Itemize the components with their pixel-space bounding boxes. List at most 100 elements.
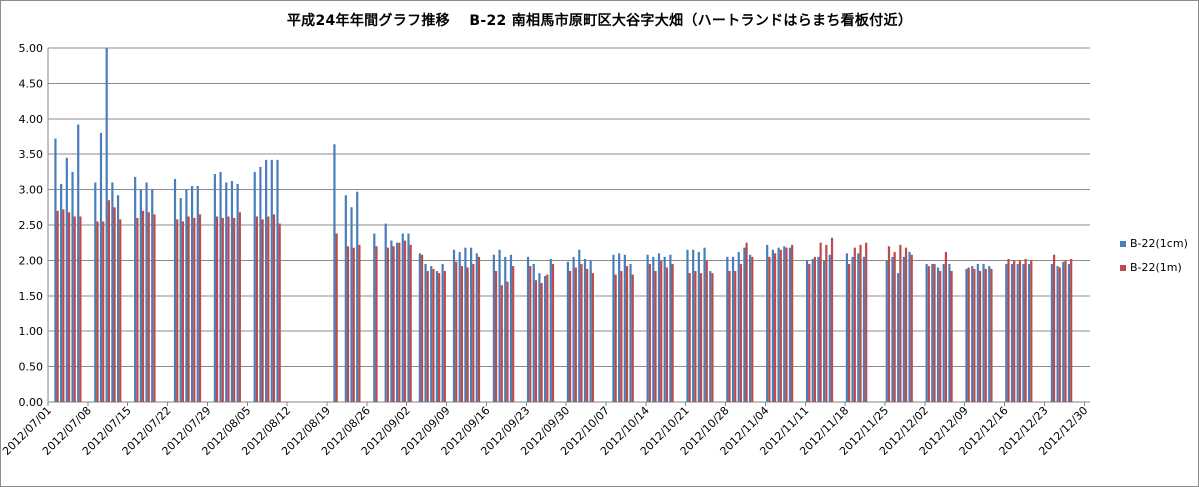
bar-b22-1m (973, 268, 976, 402)
bar-b22-1m (899, 244, 902, 402)
bar-b22-1cm (225, 182, 228, 402)
bar-b22-1cm (976, 263, 979, 402)
bar-b22-1cm (908, 251, 911, 402)
bar-b22-1m (358, 244, 361, 402)
bar-b22-1m (1024, 258, 1027, 402)
bar-b22-1cm (726, 256, 729, 402)
bar-b22-1cm (179, 198, 182, 402)
bar-b22-1m (625, 266, 629, 402)
bar-b22-1cm (731, 256, 735, 402)
y-tick-label: 1.50 (19, 290, 44, 303)
bar-b22-1m (848, 263, 851, 402)
bar-b22-1m (141, 210, 145, 402)
bar-b22-1m (950, 271, 953, 402)
bar-b22-1cm (236, 183, 239, 402)
bar-b22-1cm (566, 261, 569, 402)
bar-b22-1m (107, 200, 110, 402)
bar-b22-1m (830, 237, 834, 402)
bar-b22-1m (944, 251, 948, 402)
bar-b22-1m (181, 221, 185, 402)
bar-b22-1m (500, 285, 503, 402)
bar-b22-1cm (1056, 266, 1059, 402)
bar-b22-1m (813, 256, 817, 402)
bar-b22-1cm (384, 223, 387, 402)
bar-b22-1cm (669, 254, 672, 402)
bar-b22-1m (119, 219, 122, 402)
bar-b22-1cm (902, 256, 905, 402)
bar-b22-1m (1064, 260, 1067, 402)
bar-b22-1m (386, 247, 389, 402)
y-tick-label: 2.00 (19, 254, 44, 267)
bar-b22-1cm (988, 266, 991, 402)
bar-b22-1cm (845, 253, 849, 402)
bar-b22-1cm (652, 256, 655, 402)
bar-b22-1cm (692, 249, 695, 402)
bar-b22-1m (620, 271, 623, 402)
bar-b22-1m (113, 207, 116, 402)
bar-b22-1cm (464, 247, 467, 402)
bar-b22-1m (791, 244, 794, 402)
bar-b22-1m (153, 214, 156, 402)
bar-b22-1m (1018, 260, 1022, 402)
bar-b22-1cm (965, 268, 968, 402)
bar-b22-1m (261, 219, 264, 402)
bar-b22-1m (466, 267, 469, 402)
bar-b22-1cm (749, 254, 752, 402)
bar-b22-1m (1058, 267, 1061, 402)
bar-b22-1m (984, 268, 987, 402)
bar-b22-1m (438, 273, 441, 402)
bar-b22-1m (631, 274, 634, 402)
bar-b22-1cm (458, 251, 461, 402)
y-tick-label: 0.50 (19, 361, 44, 374)
bar-b22-1m (147, 212, 150, 402)
bar-b22-1cm (1067, 263, 1071, 402)
bar-b22-1m (420, 254, 424, 402)
bar-b22-1cm (470, 247, 473, 402)
bar-b22-1m (176, 219, 179, 402)
bar-b22-1cm (270, 159, 273, 402)
bar-b22-1m (96, 221, 99, 402)
bar-b22-1m (56, 210, 59, 402)
bar-b22-1cm (395, 242, 399, 402)
bar-b22-1cm (771, 249, 774, 402)
bar-b22-1cm (71, 171, 74, 402)
bar-b22-1cm (931, 263, 934, 402)
bar-b22-1m (591, 273, 594, 402)
bar-b22-1cm (948, 263, 951, 402)
bar-b22-1cm (862, 256, 866, 402)
bar-b22-1m (1030, 260, 1033, 402)
bar-b22-1cm (441, 263, 444, 402)
bar-b22-1cm (356, 191, 359, 402)
bar-b22-1cm (430, 266, 433, 402)
bar-b22-1m (939, 271, 942, 402)
bar-b22-1m (694, 271, 697, 402)
bar-b22-1m (335, 233, 338, 402)
bar-b22-1m (648, 263, 651, 402)
bar-b22-1cm (230, 181, 234, 402)
bar-b22-1m (198, 214, 202, 402)
legend: B-22(1cm) B-22(1m) (1120, 237, 1188, 274)
bar-b22-1m (460, 266, 464, 402)
y-tick-label: 2.50 (19, 219, 44, 232)
bar-b22-1m (927, 266, 930, 402)
bar-b22-1m (688, 273, 691, 402)
bar-b22-1cm (259, 166, 262, 402)
bar-b22-1m (102, 221, 105, 402)
bar-b22-1m (267, 216, 270, 402)
bar-b22-1cm (743, 247, 746, 402)
bar-b22-1cm (657, 253, 661, 402)
bar-b22-1cm (65, 157, 68, 402)
bar-b22-1m (819, 242, 822, 402)
bar-b22-1cm (1028, 263, 1031, 402)
bar-b22-1cm (891, 256, 894, 402)
bar-b22-1cm (116, 195, 120, 402)
bar-b22-1m (893, 251, 896, 402)
bar-b22-1m (887, 246, 891, 402)
bar-b22-1m (477, 256, 481, 402)
bar-b22-1m (512, 266, 515, 402)
bar-b22-1cm (982, 263, 985, 402)
bar-b22-1cm (646, 254, 649, 402)
bar-b22-1cm (1005, 263, 1008, 402)
bar-b22-1m (739, 263, 743, 402)
bar-b22-1cm (805, 260, 809, 402)
